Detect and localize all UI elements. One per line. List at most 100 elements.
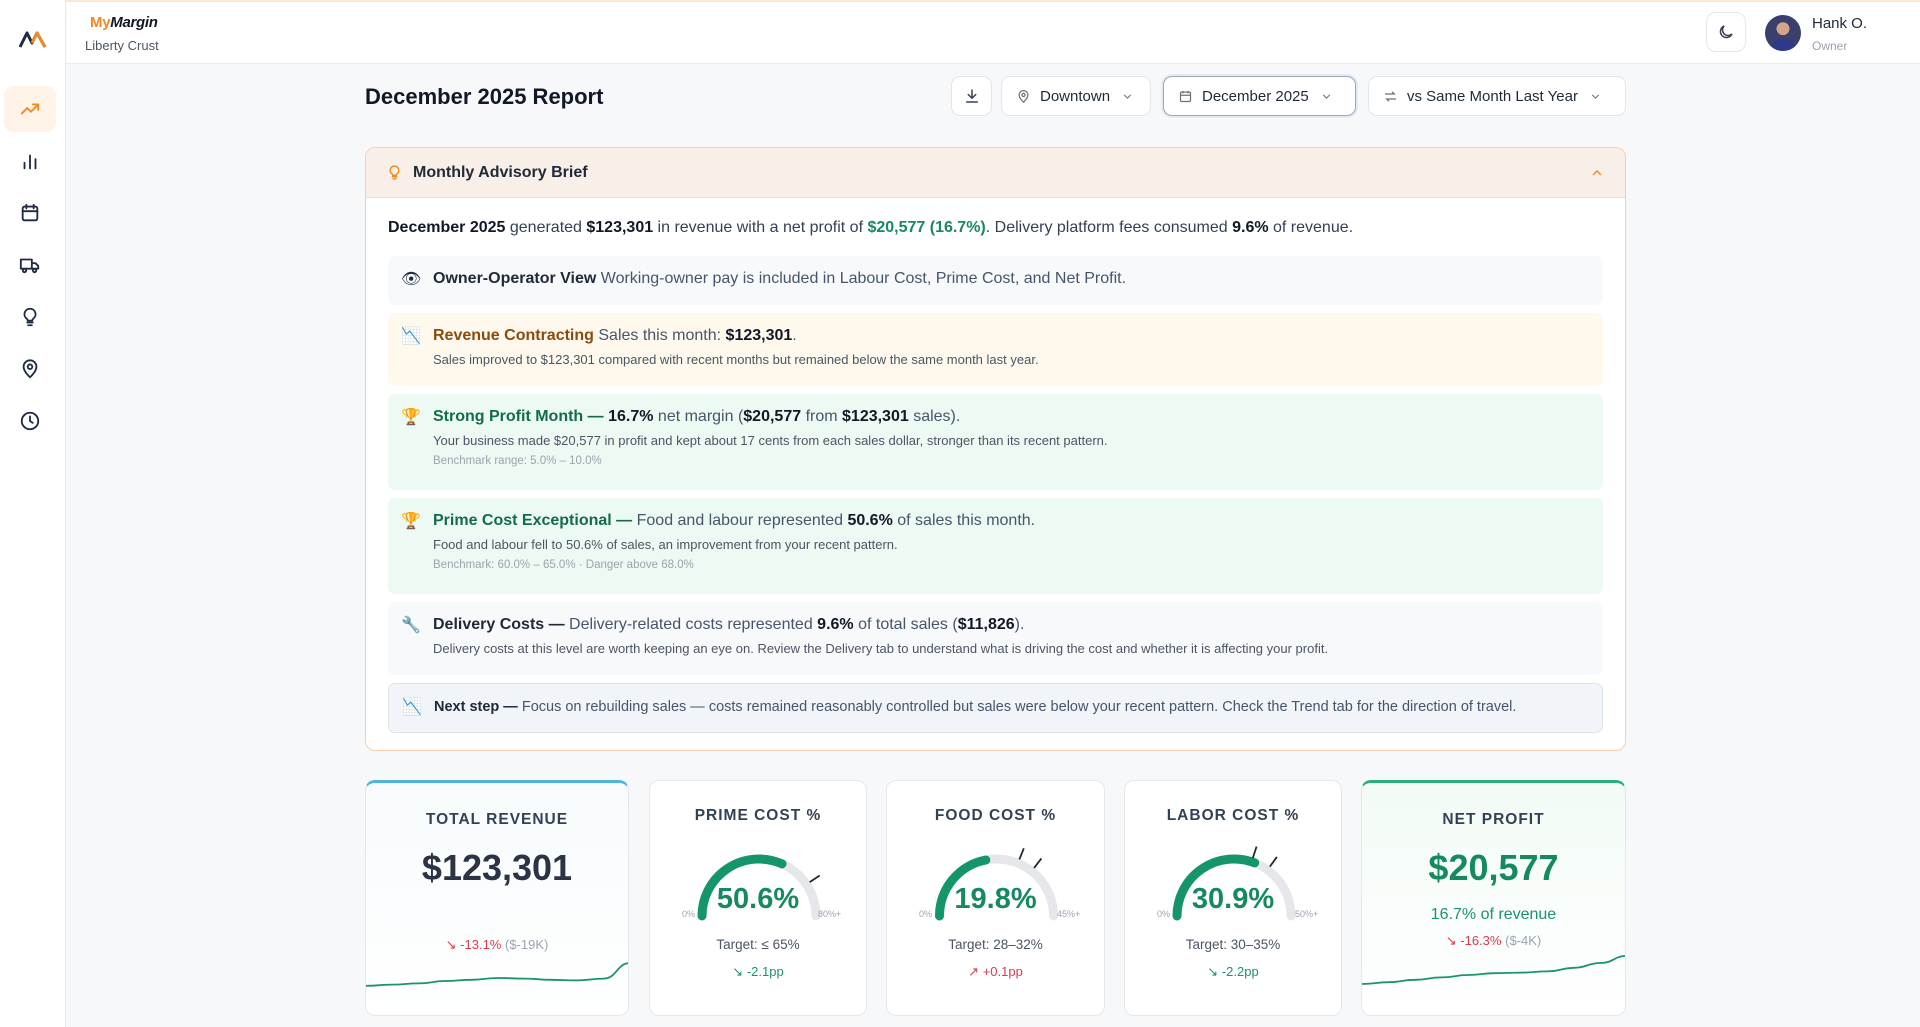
brand-prefix: My xyxy=(90,14,111,31)
location-select[interactable]: Downtown xyxy=(1001,76,1151,116)
location-value: Downtown xyxy=(1040,87,1111,105)
prime-cost-gauge xyxy=(697,854,821,921)
summary-text: generated xyxy=(505,219,587,236)
kpi-value: $123,301 xyxy=(421,847,573,888)
period-select[interactable]: December 2025 xyxy=(1163,76,1356,116)
gauge-target-tick xyxy=(809,874,821,883)
gauge-target-tick xyxy=(1033,857,1043,869)
sidebar-item-locations[interactable] xyxy=(4,346,56,392)
row-text: net margin ( xyxy=(653,408,744,425)
kpi-target: Target: 30–35% xyxy=(1185,937,1281,952)
advisory-header[interactable]: Monthly Advisory Brief xyxy=(366,148,1625,198)
row-detail: Your business made $20,577 in profit and… xyxy=(433,433,1108,448)
kpi-card-food-cost[interactable]: FOOD COST % 19.8% 0% 45%+ Target: 28–32%… xyxy=(886,780,1105,1016)
sidebar xyxy=(0,0,66,1027)
gauge-fill xyxy=(935,855,991,921)
sidebar-item-calendar[interactable] xyxy=(4,190,56,236)
row-benchmark: Benchmark range: 5.0% – 10.0% xyxy=(433,455,602,467)
kpi-card-total-revenue[interactable]: TOTAL REVENUE $123,301 ↘ -13.1% ($-19K) xyxy=(365,780,629,1016)
summary-text: of revenue. xyxy=(1268,219,1354,236)
kpi-value: $20,577 xyxy=(1428,847,1559,888)
row-title: Strong Profit Month — xyxy=(433,408,604,425)
kpi-title: PRIME COST % xyxy=(694,807,822,824)
download-button[interactable] xyxy=(951,76,992,116)
top-bar: MyMargin Liberty Crust Hank O. Owner xyxy=(66,0,1920,64)
summary-text: in revenue with a net profit of xyxy=(653,219,868,236)
kpi-value: 50.6% xyxy=(716,883,800,915)
chevron-down-icon xyxy=(1591,93,1600,99)
row-text: Working-owner pay is included in Labour … xyxy=(596,270,1127,287)
kpi-card-prime-cost[interactable]: PRIME COST % 50.6% 0% 80%+ Target: ≤ 65%… xyxy=(649,780,867,1016)
row-text: of total sales ( xyxy=(853,616,958,633)
sidebar-item-trends[interactable] xyxy=(4,86,56,132)
mymargin-logo[interactable] xyxy=(18,27,48,51)
advisory-panel: Monthly Advisory Brief December 2025 gen… xyxy=(365,147,1626,751)
kpi-value: 30.9% xyxy=(1191,883,1275,915)
summary-delivery-pct: 9.6% xyxy=(1232,219,1269,236)
kpi-value: 19.8% xyxy=(954,883,1037,915)
brand-name[interactable]: MyMargin xyxy=(90,14,158,31)
kpi-change-pct: -2.2pp xyxy=(1221,964,1259,979)
user-name[interactable]: Hank O. xyxy=(1812,15,1868,32)
summary-revenue: $123,301 xyxy=(586,219,654,236)
row-value: 16.7% xyxy=(608,408,654,425)
compare-arrows-icon xyxy=(1384,91,1397,101)
advisory-summary: December 2025 generated $123,301 in reve… xyxy=(388,219,1353,237)
sidebar-item-history[interactable] xyxy=(4,398,56,444)
trend-down-icon: ↘ xyxy=(445,937,457,952)
row-text: Food and labour represented xyxy=(632,512,848,529)
gauge-target-tick xyxy=(1269,856,1278,868)
summary-period: December 2025 xyxy=(388,219,506,236)
row-value: $123,301 xyxy=(842,408,909,425)
kpi-change: ↘ -16.3% ($-4K) xyxy=(1362,933,1625,949)
lightbulb-icon xyxy=(389,165,400,180)
kpi-change-pct: -16.3% xyxy=(1460,933,1502,948)
user-role: Owner xyxy=(1812,39,1848,53)
sidebar-item-insights[interactable] xyxy=(4,294,56,340)
calendar-icon xyxy=(21,203,39,222)
truck-icon xyxy=(19,258,40,274)
avatar[interactable] xyxy=(1765,15,1801,51)
lightbulb-icon xyxy=(23,307,37,327)
kpi-card-labor-cost[interactable]: LABOR COST % 30.9% 0% 50%+ Target: 30–35… xyxy=(1124,780,1342,1016)
advisory-row-delivery: 🔧 Delivery Costs — Delivery-related cost… xyxy=(388,602,1603,675)
row-value: 9.6% xyxy=(817,616,854,633)
kpi-target: Target: ≤ 65% xyxy=(716,937,800,952)
chevron-down-icon xyxy=(1322,93,1330,99)
kpi-title: LABOR COST % xyxy=(1166,807,1300,824)
comparison-value: vs Same Month Last Year xyxy=(1407,87,1578,105)
trend-down-icon: ↘ xyxy=(1445,933,1457,948)
gauge-min-label: 0% xyxy=(682,909,696,919)
row-detail: Food and labour fell to 50.6% of sales, … xyxy=(433,537,898,552)
row-text: ). xyxy=(1014,616,1025,633)
kpi-change: ↘ -2.2pp xyxy=(1125,964,1341,980)
trend-down-icon: ↘ xyxy=(732,964,744,979)
advisory-row-revenue: 📉 Revenue Contracting Sales this month: … xyxy=(388,313,1603,386)
trophy-icon: 🏆 xyxy=(401,513,421,530)
chevron-up-icon[interactable] xyxy=(1589,165,1605,181)
advisory-row-prime-cost: 🏆 Prime Cost Exceptional — Food and labo… xyxy=(388,498,1603,594)
kpi-change-pct: +0.1pp xyxy=(982,964,1023,979)
sidebar-item-delivery[interactable] xyxy=(4,242,56,288)
page-title: December 2025 Report xyxy=(365,84,604,109)
calendar-icon xyxy=(1179,90,1192,102)
kpi-change-abs: ($-19K) xyxy=(505,937,549,952)
summary-text: . Delivery platform fees consumed xyxy=(985,219,1233,236)
kpi-change: ↘ -13.1% ($-19K) xyxy=(366,937,628,953)
row-text: Sales this month: xyxy=(593,327,726,344)
kpi-card-net-profit[interactable]: NET PROFIT $20,577 16.7% of revenue ↘ -1… xyxy=(1361,780,1626,1016)
sidebar-item-analytics[interactable] xyxy=(4,138,56,184)
net-profit-sparkline xyxy=(1362,955,1625,985)
gauge-fill xyxy=(1172,854,1260,921)
theme-toggle-button[interactable] xyxy=(1706,12,1746,52)
advisory-row-owner-view: 👁 Owner-Operator View Working-owner pay … xyxy=(388,256,1603,305)
food-cost-gauge xyxy=(935,847,1058,921)
location-pin-icon xyxy=(1018,89,1029,103)
comparison-select[interactable]: vs Same Month Last Year xyxy=(1368,76,1626,116)
row-text: sales). xyxy=(908,408,961,425)
gauge-min-label: 0% xyxy=(1157,909,1171,919)
advisory-row-next-step: 📉 Next step — Focus on rebuilding sales … xyxy=(388,683,1603,733)
row-title: Owner-Operator View xyxy=(433,270,597,287)
row-title: Next step — xyxy=(434,699,518,715)
row-value: $20,577 xyxy=(743,408,802,425)
